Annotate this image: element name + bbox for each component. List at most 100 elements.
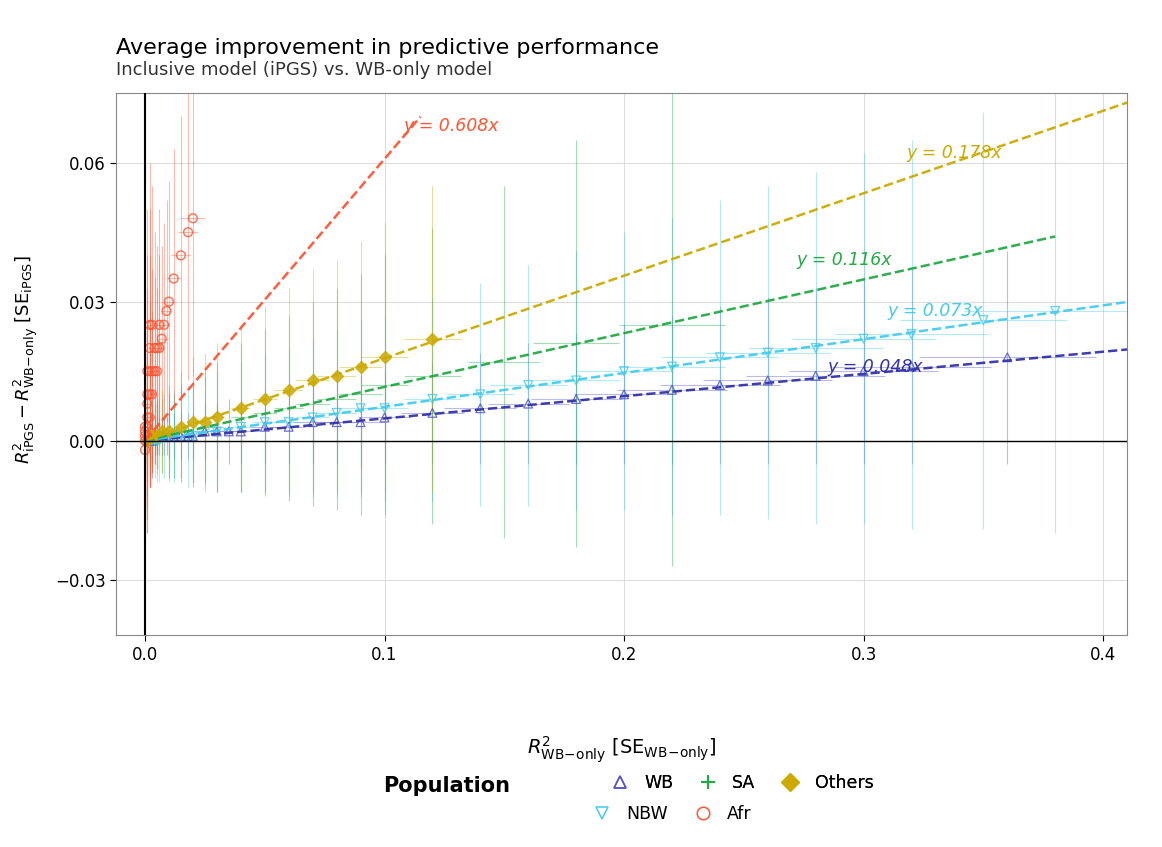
Point bbox=[303, 415, 322, 429]
Point bbox=[143, 388, 162, 401]
Point bbox=[806, 341, 825, 355]
Point bbox=[148, 429, 166, 443]
Point bbox=[303, 411, 322, 424]
Point bbox=[519, 396, 538, 410]
Point bbox=[184, 424, 202, 438]
Point bbox=[145, 364, 164, 378]
Point bbox=[471, 401, 489, 415]
Point bbox=[141, 434, 159, 447]
Point bbox=[157, 429, 175, 443]
Point bbox=[138, 434, 157, 447]
Point bbox=[806, 369, 825, 383]
Point bbox=[231, 420, 250, 434]
Point bbox=[141, 434, 159, 447]
Point bbox=[184, 429, 202, 443]
Point bbox=[195, 420, 214, 434]
Point bbox=[854, 364, 873, 378]
Point bbox=[179, 429, 198, 443]
Point bbox=[143, 434, 162, 447]
Point bbox=[164, 429, 182, 443]
Point bbox=[351, 415, 370, 429]
Point bbox=[615, 388, 633, 401]
Point bbox=[256, 420, 274, 434]
Point bbox=[279, 420, 297, 434]
Point bbox=[351, 401, 370, 415]
Point bbox=[662, 318, 681, 332]
Legend: NBW, Afr: NBW, Afr bbox=[584, 805, 752, 823]
Point bbox=[303, 396, 322, 410]
Point bbox=[662, 360, 681, 374]
Text: Average improvement in predictive performance: Average improvement in predictive perfor… bbox=[116, 38, 659, 58]
Point bbox=[328, 415, 346, 429]
Point bbox=[231, 411, 250, 424]
Point bbox=[519, 379, 538, 392]
Point bbox=[152, 332, 171, 346]
Point bbox=[172, 429, 191, 443]
Point bbox=[141, 429, 159, 443]
Point bbox=[148, 364, 166, 378]
Point bbox=[351, 360, 370, 374]
Point bbox=[279, 401, 297, 415]
Point bbox=[375, 379, 394, 392]
Point bbox=[902, 360, 920, 374]
Point bbox=[159, 429, 178, 443]
Point bbox=[143, 434, 162, 447]
Point bbox=[164, 429, 182, 443]
Point bbox=[711, 351, 730, 364]
Point bbox=[279, 383, 297, 396]
Point bbox=[195, 415, 214, 429]
Point bbox=[256, 406, 274, 419]
Point bbox=[164, 272, 182, 285]
Point bbox=[141, 434, 159, 447]
Point bbox=[184, 212, 202, 225]
Point bbox=[159, 424, 178, 438]
Point bbox=[136, 443, 155, 457]
Text: y = 0.116x: y = 0.116x bbox=[796, 251, 892, 269]
Point bbox=[567, 392, 586, 406]
Point bbox=[145, 434, 164, 447]
Point bbox=[138, 434, 157, 447]
Point bbox=[184, 415, 202, 429]
Point bbox=[172, 424, 191, 438]
Point bbox=[423, 392, 442, 406]
Point bbox=[208, 424, 227, 438]
Point bbox=[567, 374, 586, 387]
Point bbox=[148, 429, 166, 443]
Point bbox=[231, 401, 250, 415]
Point bbox=[143, 434, 162, 447]
Point bbox=[136, 420, 155, 434]
Point bbox=[998, 351, 1017, 364]
Point bbox=[141, 318, 159, 332]
Text: Population: Population bbox=[383, 776, 510, 796]
Legend: WB, SA, Others: WB, SA, Others bbox=[602, 773, 874, 792]
Point bbox=[711, 379, 730, 392]
Point bbox=[138, 411, 157, 424]
Point bbox=[159, 429, 178, 443]
Point bbox=[184, 429, 202, 443]
Point bbox=[143, 364, 162, 378]
Point bbox=[662, 383, 681, 396]
Point bbox=[152, 424, 171, 438]
Point bbox=[423, 369, 442, 383]
Point bbox=[208, 411, 227, 424]
Point bbox=[423, 406, 442, 419]
Text: y = 0.178x: y = 0.178x bbox=[906, 144, 1003, 163]
Point bbox=[152, 429, 171, 443]
Point bbox=[159, 429, 178, 443]
Point bbox=[759, 374, 777, 387]
Point bbox=[164, 429, 182, 443]
Text: y = 0.073x: y = 0.073x bbox=[888, 302, 983, 320]
Point bbox=[375, 351, 394, 364]
Text: $R^2_{\mathregular{WB\!-\!only}}\ [\mathregular{SE}_{\mathregular{WB\!-\!only}}]: $R^2_{\mathregular{WB\!-\!only}}\ [\math… bbox=[526, 734, 717, 765]
Point bbox=[471, 388, 489, 401]
Point bbox=[179, 225, 198, 239]
Point bbox=[150, 434, 168, 447]
Point bbox=[208, 424, 227, 438]
Point bbox=[195, 424, 214, 438]
Point bbox=[172, 429, 191, 443]
Point bbox=[138, 434, 157, 447]
Point bbox=[145, 429, 164, 443]
Point bbox=[141, 341, 159, 355]
Point bbox=[220, 424, 238, 438]
Point bbox=[495, 355, 514, 368]
